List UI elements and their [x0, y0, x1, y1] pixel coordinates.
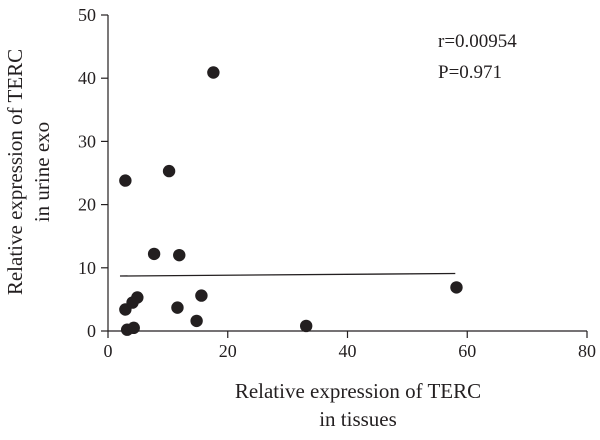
data-point	[119, 174, 132, 187]
data-point	[195, 289, 208, 302]
y-tick-label: 20	[78, 195, 96, 215]
data-point	[131, 291, 144, 304]
correlation-r: r=0.00954	[438, 31, 517, 52]
data-point	[450, 281, 463, 294]
data-point	[190, 314, 203, 328]
x-tick-label: 40	[339, 341, 357, 361]
data-point	[207, 66, 220, 79]
y-ticks: 0 10 20 30 40 50	[78, 5, 108, 341]
x-tick-label: 60	[458, 341, 476, 361]
y-axis-label-line-2: in urine exo	[30, 122, 54, 222]
data-point	[127, 321, 140, 335]
x-ticks: 0 20 40 60 80	[104, 331, 596, 361]
y-axis-label-line-1: Relative expression of TERC	[3, 49, 27, 295]
data-points	[119, 66, 463, 336]
regression-line-group	[119, 272, 456, 277]
p-value: P=0.971	[438, 62, 502, 83]
data-point	[147, 247, 161, 261]
y-axis-label: Relative expression of TERC in urine exo	[3, 49, 54, 295]
y-tick-label: 40	[78, 68, 96, 88]
data-point	[173, 248, 186, 262]
data-point	[162, 164, 176, 178]
x-tick-label: 0	[104, 341, 113, 361]
y-tick-label: 0	[87, 321, 96, 341]
regression-line	[119, 272, 456, 277]
x-tick-label: 20	[219, 341, 237, 361]
x-axis-label-line-2: in tissues	[319, 407, 397, 431]
axes	[107, 15, 587, 332]
data-point	[299, 319, 313, 333]
x-axis-label-line-1: Relative expression of TERC	[235, 379, 481, 403]
y-tick-label: 50	[78, 5, 96, 25]
annotations: r=0.00954 P=0.971	[438, 31, 517, 83]
y-tick-label: 30	[78, 131, 96, 151]
y-tick-label: 10	[78, 258, 96, 278]
x-tick-label: 80	[578, 341, 596, 361]
data-point	[171, 301, 184, 314]
x-axis-label: Relative expression of TERC in tissues	[235, 379, 481, 431]
